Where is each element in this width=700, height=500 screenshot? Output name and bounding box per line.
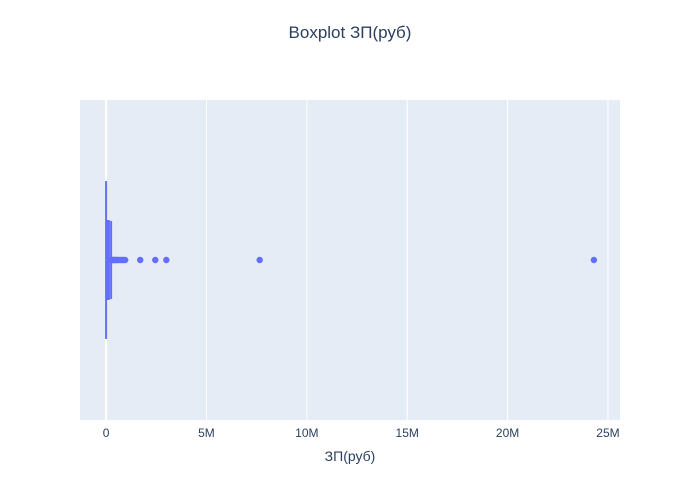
x-tick-label: 5M [198, 426, 215, 440]
chart-title: Boxplot ЗП(руб) [289, 23, 412, 42]
x-tick-label: 0 [103, 426, 110, 440]
box-series[interactable] [105, 181, 598, 339]
outlier-point [137, 256, 144, 264]
x-axis-ticks: 0 5M 10M 15M 20M 25M [103, 426, 620, 440]
x-tick-label: 15M [396, 426, 419, 440]
x-tick-label: 25M [596, 426, 619, 440]
outlier-point [590, 256, 598, 264]
x-tick-label: 20M [496, 426, 519, 440]
x-axis-title: ЗП(руб) [325, 448, 376, 464]
outlier-point [163, 256, 170, 264]
outlier-point [256, 256, 263, 264]
x-tick-label: 10M [295, 426, 318, 440]
outlier-point [152, 256, 159, 264]
plot-background [80, 100, 620, 420]
outlier-point [121, 256, 129, 264]
